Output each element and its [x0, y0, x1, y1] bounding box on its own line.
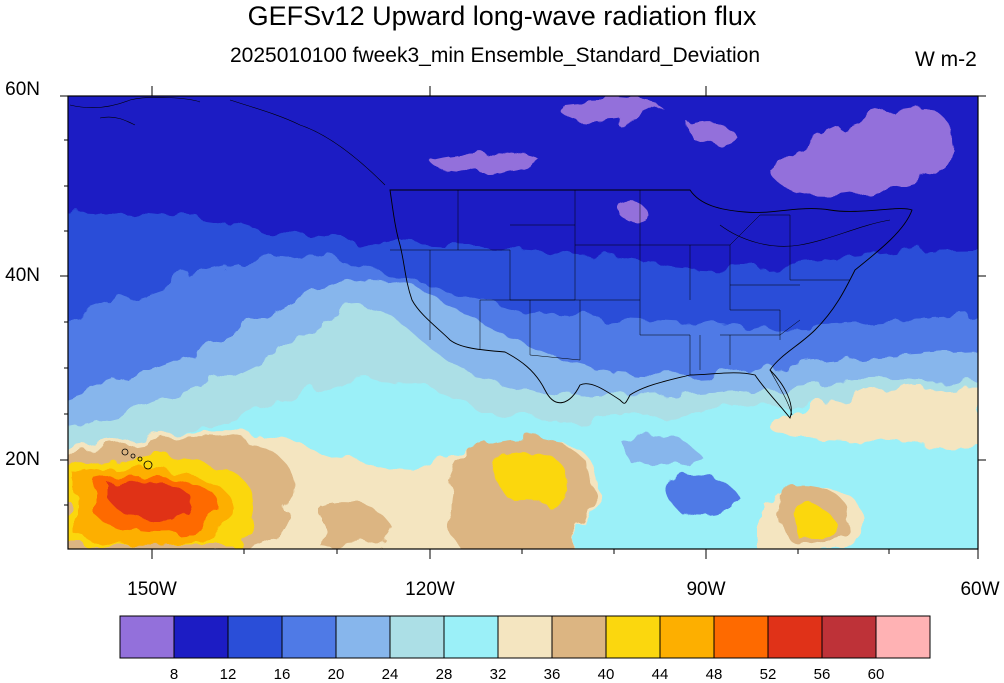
- colorbar-swatch: [551, 615, 607, 659]
- colorbar-swatch: [173, 615, 229, 659]
- colorbar-swatch: [821, 615, 877, 659]
- colorbar-label: 56: [813, 666, 831, 683]
- field-band-56-60: [110, 481, 193, 520]
- colorbar: [119, 615, 931, 659]
- map-title: GEFSv12 Upward long-wave radiation flux: [247, 1, 757, 31]
- us-state-lines: [390, 190, 850, 375]
- colorbar-swatch: [281, 615, 337, 659]
- lon-label-90w: 90W: [686, 579, 726, 600]
- colorbar-label: 12: [219, 666, 237, 683]
- colorbar-label: 24: [381, 666, 399, 683]
- colorbar-swatch: [227, 615, 283, 659]
- colorbar-swatch: [713, 615, 769, 659]
- colorbar-label: 60: [867, 666, 885, 683]
- units-label: W m-2: [915, 48, 977, 71]
- map-subtitle: 2025010100 fweek3_min Ensemble_Standard_…: [230, 44, 761, 67]
- lat-ticks: [60, 95, 986, 506]
- lon-label-150w: 150W: [127, 579, 177, 600]
- lat-label-20n: 20N: [5, 449, 40, 470]
- lat-label-60n: 60N: [5, 79, 40, 100]
- colorbar-swatch: [119, 615, 175, 659]
- colorbar-label: 16: [273, 666, 291, 683]
- us-outline: [389, 189, 913, 419]
- colorbar-label: 44: [651, 666, 669, 683]
- field-band-8-12: [770, 105, 954, 196]
- colorbar-swatch: [443, 615, 499, 659]
- hawaii-outline: [121, 448, 153, 470]
- colorbar-label: 28: [435, 666, 453, 683]
- colorbar-swatch: [767, 615, 823, 659]
- colorbar-label: 36: [543, 666, 561, 683]
- colorbar-swatch: [659, 615, 715, 659]
- lon-label-60w: 60W: [960, 579, 1000, 600]
- colorbar-swatch: [497, 615, 553, 659]
- map-panel: [68, 96, 978, 549]
- lon-ticks: [151, 86, 979, 559]
- colorbar-label: 48: [705, 666, 723, 683]
- colorbar-swatch: [335, 615, 391, 659]
- colorbar-label: 8: [169, 666, 179, 683]
- colorbar-label: 52: [759, 666, 777, 683]
- colorbar-swatch: [605, 615, 661, 659]
- colorbar-label: 20: [327, 666, 345, 683]
- colorbar-label: 32: [489, 666, 507, 683]
- colorbar-swatch: [875, 615, 931, 659]
- colorbar-swatch: [389, 615, 445, 659]
- colorbar-label: 40: [597, 666, 615, 683]
- lon-label-120w: 120W: [405, 579, 455, 600]
- lat-label-40n: 40N: [5, 265, 40, 286]
- coastlines: [69, 97, 891, 416]
